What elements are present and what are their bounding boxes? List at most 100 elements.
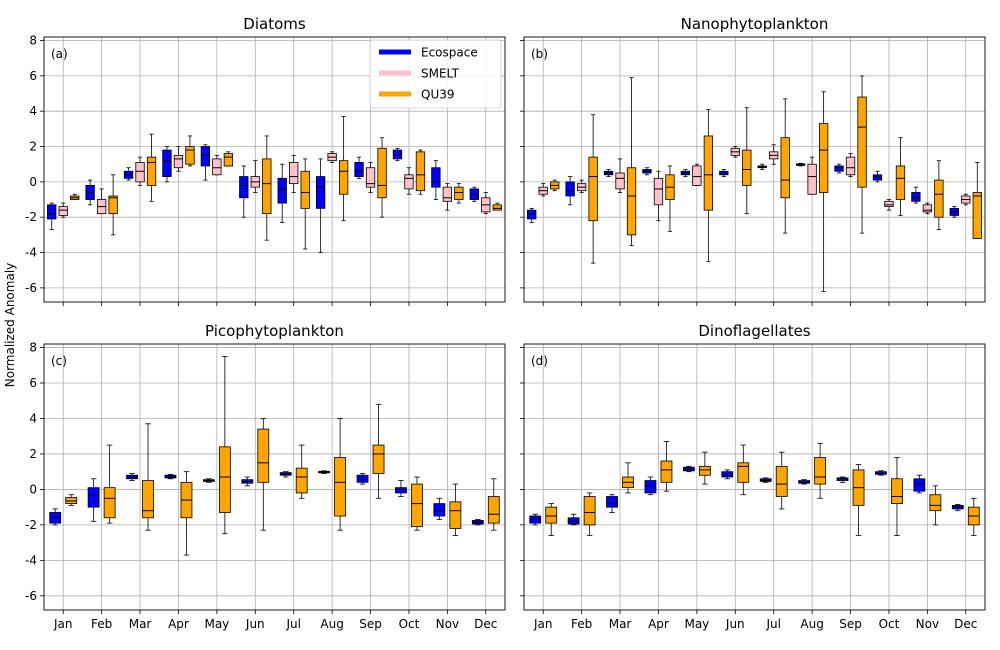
box-ecospace-dec [469,186,479,202]
box-body [142,480,154,519]
box-body [818,123,829,193]
box-body [289,162,299,185]
box-smelt-jul [289,154,299,193]
box-ecospace-jan [47,202,57,230]
box-qu39-dec [492,202,502,211]
box-smelt-oct [404,167,414,195]
box-qu39-aug [338,116,349,222]
box-qu39-jun [737,444,750,496]
y-tick-label: -2 [25,210,37,224]
box-body [404,174,414,190]
x-tick-label: Aug [320,617,343,631]
box-ecospace-dec [949,206,959,218]
box-qu39-feb [108,174,118,236]
y-tick-label: 0 [29,175,37,189]
box-smelt-jun [730,146,740,158]
box-body [492,204,502,211]
box-ecospace-feb [565,176,575,206]
box-body [200,146,211,167]
x-tick-label: Jul [285,617,300,631]
y-tick-label: 8 [29,341,37,355]
box-body [108,195,118,215]
box-body [698,465,711,476]
box-body [703,135,714,211]
y-tick-label: 2 [29,140,37,154]
box-ecospace-jul [757,163,767,170]
box-ecospace-nov [433,497,446,520]
y-tick-label: 6 [29,69,37,83]
box-ecospace-jan [49,508,62,526]
box-qu39-oct [891,457,903,536]
plot-area [524,344,985,610]
legend-label-qu39: QU39 [421,88,455,102]
box-qu39-aug [814,442,827,499]
box-body [442,186,453,202]
box-qu39-jun [262,135,272,241]
box-body [895,165,906,200]
box-qu39-oct [411,476,423,531]
legend-label-smelt: SMELT [421,67,460,81]
box-body [588,156,598,222]
box-body [454,186,464,200]
box-qu39-apr [660,441,673,492]
panel-label: (c) [51,354,67,368]
x-tick-label: Apr [168,617,189,631]
y-tick-label: -4 [25,246,37,260]
x-tick-label: Dec [474,617,497,631]
box-body [315,176,326,209]
plot-frame [43,343,506,611]
box-smelt-nov [922,202,933,215]
box-body [780,137,790,199]
y-tick-label: -2 [25,518,37,532]
x-tick-label: Feb [571,617,592,631]
box-smelt-dec [481,192,491,215]
box-body [372,444,385,474]
box-qu39-mar [146,133,157,202]
box-body [934,179,944,218]
x-tick-label: Jul [765,617,780,631]
panel-4: Jan Feb Mar Apr May Jun Jul Aug Sep Oct Nov Dec Dino… [520,322,986,631]
box-qu39-may [223,151,234,167]
box-body [395,487,407,494]
box-body [173,154,184,169]
x-tick-label: May [684,617,709,631]
y-tick-label: 6 [29,376,37,390]
box-qu39-jan [545,503,558,536]
box-ecospace-oct [392,147,403,162]
box-body [411,483,423,528]
box-smelt-nov [442,183,453,211]
box-body [922,204,933,213]
box-body [354,162,364,177]
panel-3: Jan Feb Mar Apr May Jun Jul Aug Sep Oct Nov Dec -6 -4… [25,322,506,631]
box-body [742,149,752,186]
box-body [162,149,172,177]
x-tick-label: Jan [53,617,73,631]
plot-frame [523,36,986,303]
y-tick-label: 4 [29,411,37,425]
box-body [972,192,982,239]
box-qu39-nov [934,160,944,230]
box-ecospace-sep [354,156,364,179]
box-ecospace-dec [951,504,964,512]
box-qu39-jan [550,179,560,192]
box-qu39-feb [103,444,116,524]
box-qu39-nov [449,483,462,536]
y-tick-label: -6 [25,589,37,603]
panel-1: -6 -4 -2 0 2 4 6 8 Diatoms (a) Ecospace SMELT QU39 [25,15,506,306]
box-smelt-mar [135,156,145,186]
box-ecospace-jun [719,169,729,177]
box-ecospace-feb [567,513,580,526]
panel-label: (a) [51,47,68,61]
x-tick-label: Jan [533,617,553,631]
box-body [365,167,376,188]
box-body [338,160,349,195]
box-body [872,174,883,181]
x-tick-label: Sep [359,617,382,631]
x-tick-label: Aug [800,617,823,631]
box-qu39-jul [780,98,790,234]
box-smelt-apr [173,146,184,172]
box-qu39-jan [65,494,78,506]
box-body [185,146,195,165]
box-body [356,474,369,483]
y-tick-label: -4 [25,553,37,567]
